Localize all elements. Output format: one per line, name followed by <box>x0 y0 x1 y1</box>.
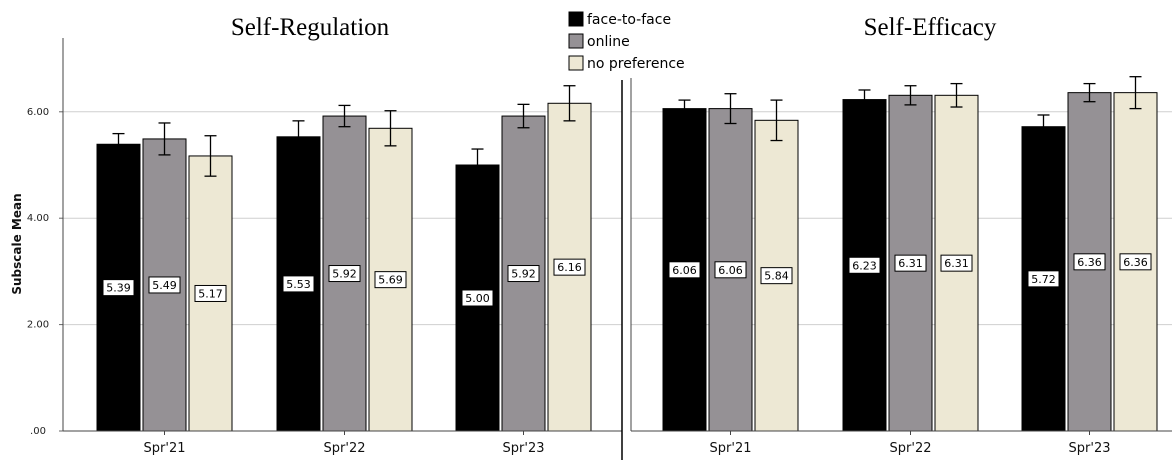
error-bar <box>1083 82 1096 103</box>
axes <box>630 78 1172 432</box>
svg-text:6.36: 6.36 <box>1077 256 1102 269</box>
svg-text:5.69: 5.69 <box>378 274 403 287</box>
svg-text:6.23: 6.23 <box>852 259 877 272</box>
error-bar <box>904 85 917 106</box>
error-bar <box>384 110 397 147</box>
svg-text:5.39: 5.39 <box>106 282 131 295</box>
self-regulation-chart: Self-Regulation Subscale Mean .00 2.00 4.0… <box>10 14 622 456</box>
data-label: 5.72 <box>1027 270 1060 288</box>
x-tick-label: Spr'21 <box>144 441 186 456</box>
data-label: 6.31 <box>940 254 973 272</box>
svg-text:6.06: 6.06 <box>672 264 697 277</box>
error-bar <box>563 85 576 122</box>
error-bar <box>770 99 783 142</box>
x-tick-labels: Spr'21 Spr'22 Spr'23 <box>710 431 1111 456</box>
data-label: 5.00 <box>461 289 494 307</box>
x-tick-label: Spr'23 <box>503 441 545 456</box>
data-label: 6.23 <box>848 256 881 274</box>
x-tick-label: Spr'21 <box>710 441 752 456</box>
data-label: 5.53 <box>282 275 315 293</box>
x-tick-label: Spr'22 <box>890 441 932 456</box>
svg-text:6.16: 6.16 <box>557 261 582 274</box>
error-bar <box>338 104 351 128</box>
data-label: 6.06 <box>714 261 747 279</box>
svg-text:5.53: 5.53 <box>286 278 311 291</box>
error-bar <box>858 89 871 110</box>
svg-text:5.92: 5.92 <box>332 268 357 281</box>
legend-swatch-online <box>568 33 584 49</box>
x-tick-labels: Spr'21 Spr'22 Spr'23 <box>144 431 545 456</box>
svg-text:5.49: 5.49 <box>152 279 177 292</box>
legend-label-no-preference: no preference <box>587 56 685 72</box>
data-label: 5.17 <box>194 284 227 302</box>
legend-item-no-preference: no preference <box>568 55 685 72</box>
legend: face-to-face online no preference <box>568 11 685 72</box>
svg-text:6.36: 6.36 <box>1123 256 1148 269</box>
legend-swatch-no-preference <box>568 55 584 71</box>
data-label: 6.36 <box>1119 253 1152 271</box>
data-label: 6.16 <box>553 258 586 276</box>
error-bar <box>678 99 691 118</box>
svg-text:6.31: 6.31 <box>944 257 969 270</box>
error-bar <box>1037 114 1050 140</box>
data-label: 5.39 <box>102 279 135 297</box>
y-tick-label: 6.00 <box>27 107 49 118</box>
data-label: 5.92 <box>507 265 540 283</box>
data-labels: 6.06 6.06 5.84 6.23 6.31 6.31 5.72 6.36 6.36 <box>668 253 1152 288</box>
svg-text:5.00: 5.00 <box>465 292 490 305</box>
error-bars <box>112 85 576 182</box>
self-efficacy-chart: Self-Efficacy 6.06 6.06 5.84 6.23 6.31 6.31 5.… <box>630 14 1172 456</box>
error-bar <box>292 120 305 154</box>
error-bar <box>517 103 530 129</box>
error-bars <box>678 76 1142 142</box>
data-label: 5.92 <box>328 265 361 283</box>
x-tick-label: Spr'22 <box>324 441 366 456</box>
error-bar <box>724 93 737 125</box>
y-tick-label: .00 <box>30 426 46 437</box>
data-label: 6.06 <box>668 261 701 279</box>
error-bar <box>1129 76 1142 110</box>
legend-item-face-to-face: face-to-face <box>568 11 671 28</box>
y-axis-label: Subscale Mean <box>10 193 24 294</box>
error-bar <box>471 148 484 182</box>
error-bar <box>950 82 963 108</box>
data-label: 6.31 <box>894 254 927 272</box>
data-label: 5.84 <box>760 267 793 285</box>
data-labels: 5.39 5.49 5.17 5.53 5.92 5.69 5.00 5.92 6.16 <box>102 258 586 307</box>
y-tick-label: 4.00 <box>27 213 49 224</box>
svg-text:5.72: 5.72 <box>1031 273 1056 286</box>
chart-title: Self-Efficacy <box>864 14 997 41</box>
svg-text:5.92: 5.92 <box>511 268 536 281</box>
legend-label-online: online <box>587 34 630 50</box>
axes <box>62 38 622 432</box>
data-label: 5.69 <box>374 271 407 289</box>
chart-title: Self-Regulation <box>231 14 390 41</box>
y-tick-labels: .00 2.00 4.00 6.00 <box>27 107 63 437</box>
error-bar <box>112 132 125 156</box>
svg-text:6.06: 6.06 <box>718 264 743 277</box>
data-label: 5.49 <box>148 276 181 294</box>
error-bar <box>204 135 217 177</box>
legend-label-face-to-face: face-to-face <box>587 12 671 28</box>
data-label: 6.36 <box>1073 253 1106 271</box>
y-tick-label: 2.00 <box>27 320 49 331</box>
svg-text:5.17: 5.17 <box>198 287 223 300</box>
svg-text:6.31: 6.31 <box>898 257 923 270</box>
svg-text:5.84: 5.84 <box>764 270 789 283</box>
error-bar <box>158 122 171 156</box>
legend-swatch-face-to-face <box>568 11 584 27</box>
legend-item-online: online <box>568 33 630 50</box>
x-tick-label: Spr'23 <box>1069 441 1111 456</box>
